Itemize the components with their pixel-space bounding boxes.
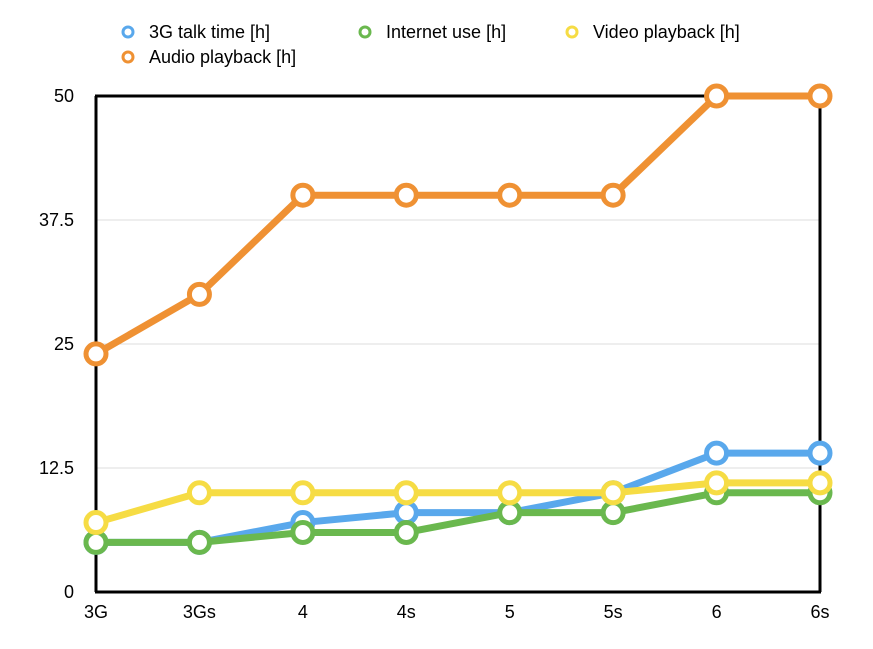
- y-tick-label: 0: [64, 582, 74, 602]
- data-point: [704, 440, 730, 466]
- series-lines: [83, 83, 833, 555]
- series-3: [83, 470, 833, 536]
- series-4: [83, 83, 833, 367]
- x-tick-label: 5s: [604, 602, 623, 622]
- axes: [94, 94, 822, 594]
- x-tick-label: 4s: [397, 602, 416, 622]
- x-tick-label: 4: [298, 602, 308, 622]
- legend-label: Internet use [h]: [386, 22, 506, 42]
- data-point: [600, 480, 626, 506]
- x-tick-labels: 3G 3Gs 4 4s 5 5s 6 6s: [84, 602, 830, 622]
- x-tick-label: 6: [712, 602, 722, 622]
- data-point: [83, 529, 109, 555]
- series-line: [92, 489, 824, 546]
- data-point: [186, 529, 212, 555]
- data-point: [497, 500, 523, 526]
- data-point: [393, 480, 419, 506]
- series-line: [92, 92, 824, 358]
- y-tick-label: 50: [54, 86, 74, 106]
- legend-marker: [565, 25, 579, 39]
- data-point: [393, 519, 419, 545]
- data-point: [807, 440, 833, 466]
- y-tick-label: 25: [54, 334, 74, 354]
- legend: 3G talk time [h] Internet use [h] Video pl…: [121, 22, 740, 67]
- data-point: [83, 341, 109, 367]
- data-point: [186, 281, 212, 307]
- data-point: [704, 470, 730, 496]
- y-tick-label: 12.5: [39, 458, 74, 478]
- legend-item: Video playback [h]: [565, 22, 740, 42]
- legend-marker: [121, 25, 135, 39]
- data-point: [290, 519, 316, 545]
- y-tick-label: 37.5: [39, 210, 74, 230]
- data-point: [497, 182, 523, 208]
- legend-marker: [121, 50, 135, 64]
- legend-marker: [358, 25, 372, 39]
- legend-item: 3G talk time [h]: [121, 22, 270, 42]
- legend-item: Internet use [h]: [358, 22, 506, 42]
- x-tick-label: 6s: [810, 602, 829, 622]
- legend-item: Audio playback [h]: [121, 47, 296, 67]
- data-point: [600, 182, 626, 208]
- legend-label: Video playback [h]: [593, 22, 740, 42]
- legend-label: 3G talk time [h]: [149, 22, 270, 42]
- series-line: [92, 479, 824, 527]
- legend-label: Audio playback [h]: [149, 47, 296, 67]
- x-tick-label: 3Gs: [183, 602, 216, 622]
- gridlines: [96, 219, 820, 469]
- data-point: [807, 83, 833, 109]
- data-point: [186, 480, 212, 506]
- data-point: [497, 480, 523, 506]
- x-tick-label: 3G: [84, 602, 108, 622]
- x-tick-label: 5: [505, 602, 515, 622]
- data-point: [290, 182, 316, 208]
- data-point: [290, 480, 316, 506]
- y-tick-labels: 0 12.5 25 37.5 50: [39, 86, 74, 602]
- data-point: [393, 182, 419, 208]
- data-point: [807, 470, 833, 496]
- data-point: [600, 500, 626, 526]
- data-point: [83, 510, 109, 536]
- data-point: [393, 500, 419, 526]
- data-point: [704, 83, 730, 109]
